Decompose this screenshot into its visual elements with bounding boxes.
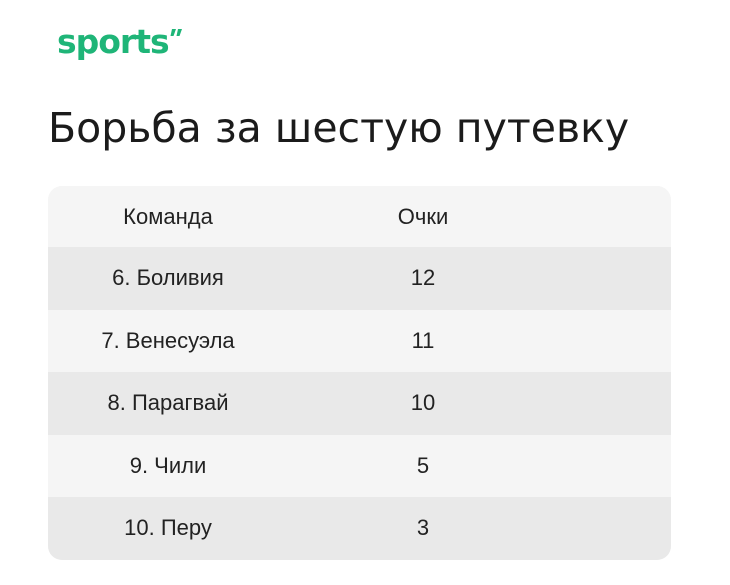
table-header-row: Команда Очки [48,186,671,247]
table-row: 9. Чили 5 [48,434,671,497]
table-row: 8. Парагвай 10 [48,372,671,435]
header-points: Очки [397,203,449,229]
table-row: 10. Перу 3 [48,497,671,560]
page-title: Борьба за шестую путевку [48,104,630,152]
team-points: 12 [410,265,436,291]
team-points: 11 [411,327,435,353]
table-row: 7. Венесуэла 11 [48,309,671,372]
team-name: 9. Чили [129,452,207,478]
logo-quote-icon [170,29,182,36]
team-points: 5 [416,452,430,478]
sports-logo: sports [57,22,184,64]
team-name: 8. Парагвай [107,390,229,416]
team-points: 10 [410,390,436,416]
standings-table: Команда Очки 6. Боливия 12 7. Венесуэла … [48,186,671,560]
team-name: 10. Перу [124,515,212,541]
logo-text: sports [57,22,170,61]
team-points: 3 [416,515,430,541]
team-name: 7. Венесуэла [101,327,235,353]
table-row: 6. Боливия 12 [48,247,671,310]
header-team: Команда [123,203,213,229]
team-name: 6. Боливия [112,265,224,291]
